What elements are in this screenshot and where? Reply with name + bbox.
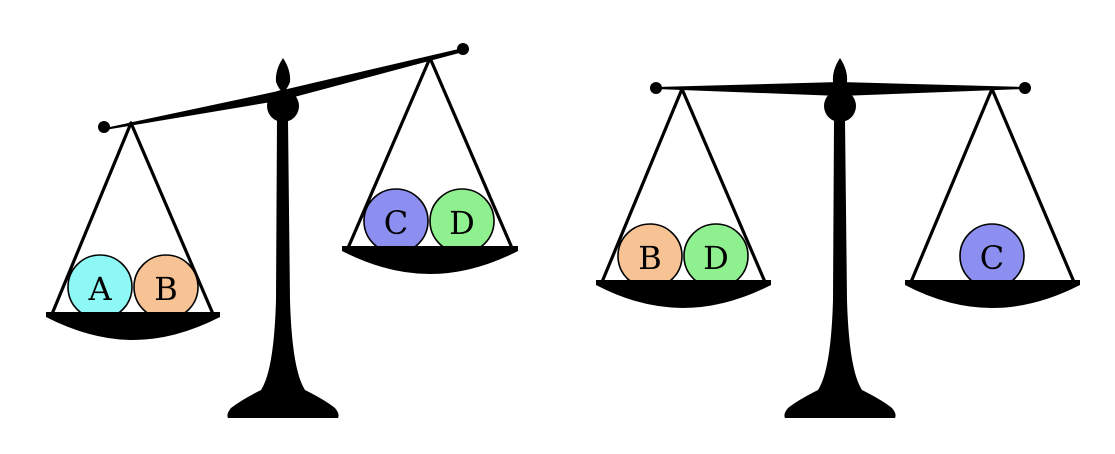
ball-label: C bbox=[980, 239, 1004, 277]
scale-left-right-pan-string bbox=[428, 56, 514, 250]
scale-right-left-pan bbox=[596, 280, 771, 308]
scale-left-left-pan-string bbox=[129, 121, 215, 316]
scale-left-stand bbox=[227, 120, 339, 418]
scale-left-left-pan bbox=[46, 312, 220, 340]
scale-left-left-pan-string bbox=[50, 121, 133, 316]
scale-left-left-pan-balls: A B bbox=[67, 254, 199, 320]
scale-right: B D C bbox=[596, 58, 1080, 418]
scale-right-stand bbox=[784, 120, 896, 418]
scale-right-right-pan-string bbox=[909, 87, 994, 284]
ball-label: D bbox=[703, 239, 729, 277]
scale-left-right-pan bbox=[342, 246, 518, 274]
scale-right-right-pan-string bbox=[990, 87, 1076, 284]
scale-left-finial bbox=[275, 58, 291, 92]
scale-right-left-pan-balls: B D bbox=[617, 223, 749, 289]
ball-label: B bbox=[638, 239, 662, 277]
scale-right-beam-end-right bbox=[1019, 82, 1031, 94]
scale-left-beam bbox=[105, 48, 463, 130]
scale-left-right-pan-string bbox=[346, 56, 432, 250]
ball-label: C bbox=[384, 204, 408, 242]
ball-label: A bbox=[87, 270, 112, 308]
scale-right-right-pan-balls: C bbox=[959, 223, 1025, 289]
scale-right-left-pan-string bbox=[600, 87, 684, 284]
scale-right-beam-end-left bbox=[650, 82, 662, 94]
scale-right-right-pan bbox=[905, 280, 1080, 308]
scale-right-pivot bbox=[824, 90, 856, 122]
scale-left: A B C D bbox=[46, 43, 518, 418]
scale-left-right-pan-balls: C D bbox=[363, 188, 495, 254]
scale-left-beam-end-right bbox=[457, 43, 469, 55]
ball-label: D bbox=[449, 204, 475, 242]
ball-label: B bbox=[154, 270, 178, 308]
scale-right-left-pan-string bbox=[680, 87, 767, 284]
scale-left-beam-end-left bbox=[98, 121, 110, 133]
scale-right-beam bbox=[656, 82, 1025, 96]
